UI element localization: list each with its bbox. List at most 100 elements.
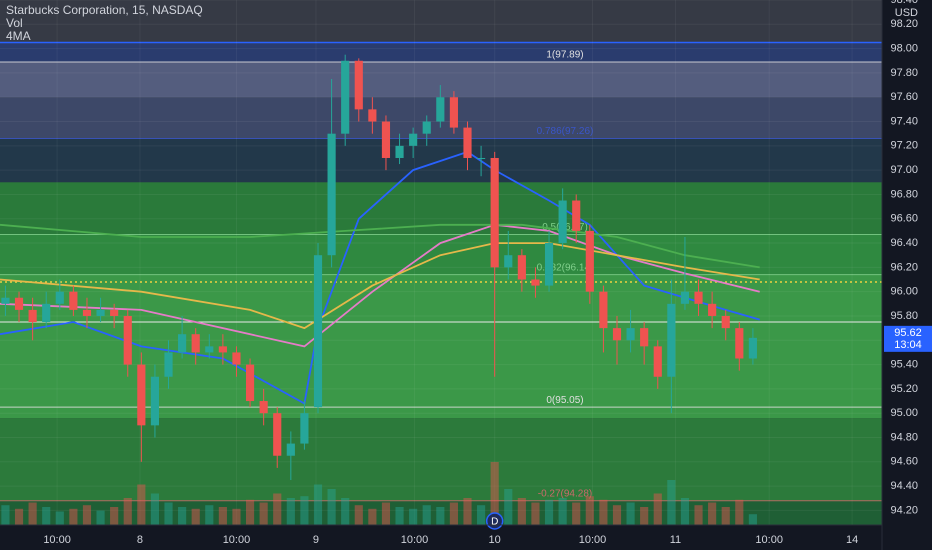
- candle-body: [55, 291, 64, 304]
- candle-body: [572, 200, 581, 231]
- moving-average: [0, 223, 760, 269]
- volume-bar: [422, 505, 431, 525]
- candle-body: [463, 127, 472, 158]
- candle-body: [354, 60, 363, 110]
- volume-bar: [232, 508, 241, 525]
- y-tick-label: 98.20: [890, 18, 918, 30]
- volume-bar: [708, 502, 717, 525]
- volume-bar: [164, 502, 173, 525]
- candle-body: [259, 401, 268, 414]
- moving-average: [0, 242, 760, 330]
- lower-background: [0, 500, 882, 525]
- volume-bar: [735, 499, 744, 525]
- volume-bar: [694, 505, 703, 525]
- volume-bar: [626, 502, 635, 525]
- candle-body: [273, 413, 282, 456]
- volume-bar: [490, 462, 499, 525]
- volume-bar: [42, 507, 51, 525]
- candle-body: [28, 309, 37, 323]
- currency-label: USD: [895, 7, 918, 19]
- y-tick-label: 94.20: [890, 504, 918, 516]
- last-price-badge: [884, 325, 932, 352]
- y-tick-label: 98.00: [890, 43, 918, 55]
- plot-area: 1(97.89)0.786(97.26)0.5(96.47)0.382(96.1…: [0, 0, 882, 530]
- y-tick-label: 95.80: [890, 310, 918, 322]
- candle-body: [531, 279, 540, 286]
- volume-bar: [259, 502, 268, 525]
- candle-body: [341, 60, 350, 134]
- candle-body: [490, 157, 499, 268]
- candle-body: [504, 255, 513, 268]
- candle-body: [748, 337, 757, 359]
- volume-bar: [273, 493, 282, 525]
- candle-body: [599, 291, 608, 329]
- y-tick-label: 96.00: [890, 286, 918, 298]
- candle-body: [640, 328, 649, 347]
- candle-body: [313, 255, 323, 408]
- y-tick-label: 95.20: [890, 383, 918, 395]
- volume-bar: [517, 498, 526, 525]
- candle-body: [300, 413, 309, 444]
- y-tick-label: 97.80: [890, 67, 918, 79]
- candle-body: [653, 346, 662, 377]
- volume-bar: [463, 498, 472, 525]
- x-tick-label: 10: [489, 534, 501, 546]
- volume-bar: [640, 507, 649, 525]
- y-tick-label: 97.40: [890, 115, 918, 127]
- volume-bar: [436, 507, 445, 525]
- volume-bar: [381, 502, 391, 525]
- x-tick-label: 9: [313, 534, 319, 546]
- fib-label: -0.27(94.28): [538, 488, 592, 499]
- candle-body: [191, 334, 200, 353]
- candle-body: [232, 352, 241, 365]
- candle-body: [123, 315, 132, 365]
- volume-bar: [558, 498, 567, 525]
- volume-bar: [599, 499, 608, 525]
- volume-bar: [82, 505, 92, 525]
- candle-body: [517, 255, 526, 280]
- candle-body: [544, 243, 554, 286]
- y-tick-label: 96.40: [890, 237, 918, 249]
- candle-body: [708, 303, 717, 316]
- volume-bar: [504, 489, 513, 525]
- candle-body: [110, 309, 119, 316]
- fib-label: 1(97.89): [546, 50, 583, 61]
- x-tick-label: 10:00: [43, 534, 71, 546]
- y-tick-label: 96.20: [890, 261, 918, 273]
- volume-bar: [354, 505, 363, 525]
- volume-bar: [585, 496, 594, 525]
- candle-body: [1, 297, 10, 304]
- y-tick-label: 95.40: [890, 358, 918, 370]
- volume-bar: [1, 505, 10, 525]
- candle-body: [82, 309, 92, 316]
- volume-bar: [286, 498, 295, 525]
- candle-body: [42, 303, 51, 323]
- volume-bar: [531, 502, 540, 525]
- volume-bar: [110, 507, 119, 525]
- candle-body: [245, 364, 255, 402]
- volume-bar: [748, 514, 757, 525]
- fib-label: 0(95.05): [546, 395, 583, 406]
- candle-body: [150, 376, 160, 426]
- candle-body: [205, 346, 214, 353]
- volume-bar: [395, 507, 404, 525]
- moving-average: [0, 223, 760, 348]
- volume-bar: [178, 507, 187, 525]
- candle-body: [395, 145, 404, 158]
- volume-bar: [218, 507, 227, 525]
- x-tick-label: 11: [670, 534, 681, 546]
- candle-body: [368, 109, 377, 122]
- candle-body: [558, 200, 567, 244]
- volume-bar: [667, 480, 676, 525]
- volume-bar: [123, 498, 132, 525]
- candle-body: [626, 328, 635, 341]
- y-tick-label: 94.40: [890, 480, 918, 492]
- last-price-label: 95.62: [894, 327, 922, 339]
- volume-bar: [137, 484, 146, 525]
- y-tick-label: 96.60: [890, 213, 918, 225]
- candle-body: [409, 133, 418, 146]
- fib-label: 0.382(96.14): [537, 262, 594, 273]
- fib-label: 0.786(97.26): [537, 126, 594, 137]
- candle-body: [327, 133, 336, 256]
